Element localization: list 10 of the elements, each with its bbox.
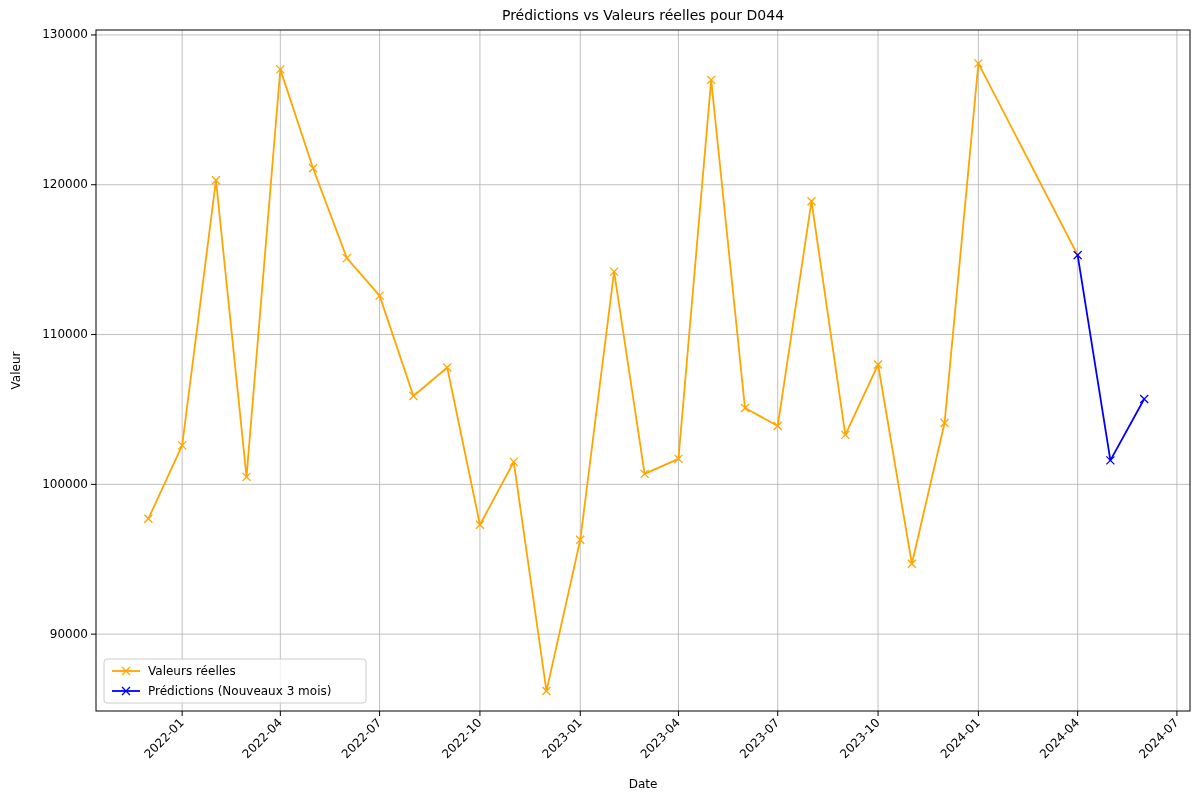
legend-label: Prédictions (Nouveaux 3 mois) [148,683,332,698]
y-tick-label: 100000 [42,476,88,491]
y-tick-label: 130000 [42,27,88,42]
legend-label: Valeurs réelles [148,663,236,678]
y-tick-label: 120000 [42,177,88,192]
x-axis-title: Date [628,777,658,791]
y-tick-label: 110000 [42,327,88,342]
y-axis-title: Valeur [9,351,23,390]
chart-title: Prédictions vs Valeurs réelles pour D044 [501,7,785,23]
y-tick-label: 90000 [49,626,88,641]
